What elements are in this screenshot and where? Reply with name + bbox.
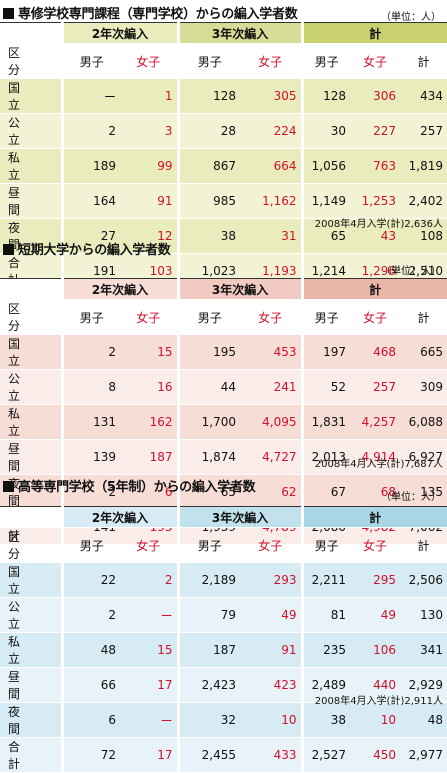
table-row: 公立 8 16 44 241 52 257 309 bbox=[0, 369, 447, 405]
footnote: 2008年4月入学(計)2,636人 bbox=[314, 219, 443, 230]
col-total: 計 bbox=[400, 299, 447, 335]
square-bullet-icon bbox=[3, 481, 14, 492]
group-header-total: 計 bbox=[300, 278, 447, 300]
col-female: 女子 bbox=[120, 299, 179, 335]
corner-label: 区 分 bbox=[0, 527, 62, 563]
table-row: 私立 131 162 1,700 4,095 1,831 4,257 6,088 bbox=[0, 404, 447, 440]
section-technical-college: 高等専門学校（5年制）からの編入学者数 （単位：人） 2年次編入 3年次編入 計… bbox=[0, 472, 447, 773]
col-male: 男子 bbox=[300, 527, 351, 563]
unit-label: （単位：人） bbox=[381, 266, 441, 277]
col-female: 女子 bbox=[350, 527, 401, 563]
table-row-total: 合計 72 17 2,455 433 2,527 450 2,977 bbox=[0, 737, 447, 773]
col-male: 男子 bbox=[60, 299, 120, 335]
table-row: 昼間 66 17 2,423 423 2,489 440 2,929 bbox=[0, 667, 447, 703]
col-female: 女子 bbox=[350, 299, 401, 335]
table-row: 昼間 139 187 1,874 4,727 2,013 4,914 6,927 bbox=[0, 439, 447, 475]
col-total: 計 bbox=[400, 527, 447, 563]
group-header-total: 計 bbox=[300, 506, 447, 528]
group-header-3rd-year: 3年次編入 bbox=[176, 22, 303, 44]
group-header-2nd-year: 2年次編入 bbox=[60, 506, 179, 528]
section-title: 短期大学からの編入学者数 bbox=[3, 239, 171, 258]
col-female: 女子 bbox=[120, 527, 179, 563]
col-female: 女子 bbox=[240, 527, 303, 563]
table-row: 夜間 2 6 65 62 67 68 135 bbox=[0, 474, 447, 510]
col-male: 男子 bbox=[300, 299, 351, 335]
table-row: 国立 22 2 2,189 293 2,211 295 2,506 bbox=[0, 562, 447, 598]
table-row: 国立ー 1 128 305 128 306 434 bbox=[0, 78, 447, 114]
table-row: 国立 2 15 195 453 197 468 665 bbox=[0, 334, 447, 370]
data-table: 2年次編入 3年次編入 計 区 分 男子 女子 男子 女子 男子 女子 計 国立… bbox=[0, 278, 447, 545]
square-bullet-icon bbox=[3, 8, 14, 19]
table-row: 公立 2 3 28 224 30 227 257 bbox=[0, 113, 447, 149]
col-total: 計 bbox=[400, 43, 447, 79]
col-female: 女子 bbox=[120, 43, 179, 79]
col-female: 女子 bbox=[350, 43, 401, 79]
square-bullet-icon bbox=[3, 244, 14, 255]
col-male: 男子 bbox=[60, 527, 120, 563]
col-female: 女子 bbox=[240, 299, 303, 335]
section-vocational: 専修学校専門課程（専門学校）からの編入学者数 （単位：人） 2年次編入 3年次編… bbox=[0, 0, 447, 289]
col-male: 男子 bbox=[176, 43, 241, 79]
section-title: 高等専門学校（5年制）からの編入学者数 bbox=[3, 476, 256, 495]
corner-label: 区 分 bbox=[0, 43, 62, 79]
section-junior-college: 短期大学からの編入学者数 （単位：人） 2年次編入 3年次編入 計 区 分 男子… bbox=[0, 236, 447, 545]
group-header-2nd-year: 2年次編入 bbox=[60, 278, 179, 300]
group-header-total: 計 bbox=[300, 22, 447, 44]
unit-label: （単位：人） bbox=[381, 492, 441, 503]
table-row: 夜間 27 12 38 31 65 43 108 bbox=[0, 218, 447, 254]
unit-label: （単位：人） bbox=[381, 12, 441, 23]
group-header-3rd-year: 3年次編入 bbox=[176, 506, 303, 528]
group-header-3rd-year: 3年次編入 bbox=[176, 278, 303, 300]
table-row: 昼間 164 91 985 1,162 1,149 1,253 2,402 bbox=[0, 183, 447, 219]
table-row: 夜間 6 ー 32 10 38 10 48 bbox=[0, 702, 447, 738]
corner-label: 区 分 bbox=[0, 299, 62, 335]
section-title: 専修学校専門課程（専門学校）からの編入学者数 bbox=[3, 3, 298, 22]
data-table: 2年次編入 3年次編入 計 区 分 男子 女子 男子 女子 男子 女子 計 国立… bbox=[0, 506, 447, 773]
col-male: 男子 bbox=[176, 299, 241, 335]
col-male: 男子 bbox=[60, 43, 120, 79]
group-header-2nd-year: 2年次編入 bbox=[60, 22, 179, 44]
footnote: 2008年4月入学(計)7,687人 bbox=[314, 459, 443, 470]
col-female: 女子 bbox=[240, 43, 303, 79]
col-male: 男子 bbox=[176, 527, 241, 563]
data-table: 2年次編入 3年次編入 計 区 分 男子 女子 男子 女子 男子 女子 計 国立… bbox=[0, 22, 447, 289]
col-male: 男子 bbox=[300, 43, 351, 79]
table-row: 私立 48 15 187 91 235 106 341 bbox=[0, 632, 447, 668]
footnote: 2008年4月入学(計)2,911人 bbox=[314, 696, 443, 707]
table-row: 私立 189 99 867 664 1,056 763 1,819 bbox=[0, 148, 447, 184]
table-row: 公立 2 ー 79 49 81 49 130 bbox=[0, 597, 447, 633]
